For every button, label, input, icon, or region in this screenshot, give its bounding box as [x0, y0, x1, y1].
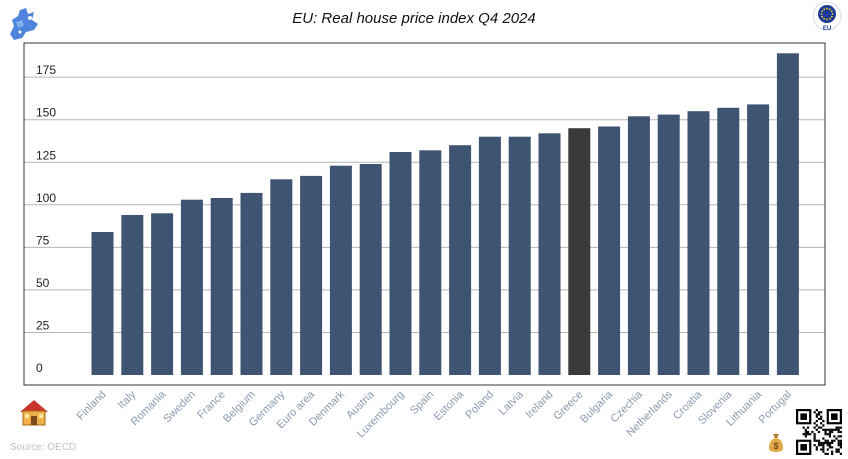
bar: [91, 232, 114, 375]
house-icon: [20, 400, 48, 426]
svg-text:$: $: [773, 441, 778, 451]
y-tick-label: 150: [36, 106, 56, 120]
bar: [151, 213, 174, 375]
eu-map-icon: [10, 8, 38, 40]
y-axis-ticks: 0 25 50 75 100 125 150 175: [36, 63, 56, 375]
x-tick-label: Estonia: [432, 388, 467, 423]
x-tick-label: Poland: [463, 389, 496, 422]
y-tick-label: 0: [36, 361, 43, 375]
y-tick-label: 75: [36, 233, 50, 247]
bar: [121, 215, 144, 375]
bar: [508, 136, 531, 375]
y-tick-label: 175: [36, 63, 56, 77]
source-note: Source: OECD: [10, 442, 77, 453]
bar: [329, 165, 352, 375]
bar: [449, 145, 472, 375]
x-tick-label: Bulgaria: [578, 388, 616, 426]
bar: [300, 175, 323, 375]
bar: [210, 198, 233, 375]
bar: [776, 53, 799, 376]
bar: [359, 164, 382, 375]
bar: [598, 126, 621, 375]
x-tick-label: Latvia: [497, 388, 527, 418]
bar: [687, 111, 710, 375]
bar: [389, 152, 412, 375]
bar: [717, 107, 740, 376]
bar: [568, 128, 591, 375]
bar: [240, 192, 263, 375]
bar: [747, 104, 770, 376]
eu-badge-label: EU: [823, 26, 831, 32]
chart-title: EU: Real house price index Q4 2024: [292, 10, 535, 27]
x-tick-label: Spain: [408, 389, 436, 417]
x-tick-label: Italy: [116, 388, 139, 411]
bar: [538, 133, 561, 375]
x-tick-label: Portugal: [757, 389, 794, 426]
y-tick-label: 125: [36, 148, 56, 162]
y-tick-label: 25: [36, 318, 50, 332]
bar: [270, 179, 293, 375]
qr-code-icon: [796, 409, 842, 455]
x-tick-label: Finland: [75, 389, 109, 423]
x-tick-label: Ireland: [523, 389, 555, 421]
bars: [91, 53, 799, 376]
y-tick-label: 50: [36, 276, 50, 290]
x-axis-ticks: Finland ItalyRomaniaSwedenFranceBelgiumGe…: [75, 388, 794, 440]
bar: [180, 199, 203, 375]
y-tick-label: 100: [36, 191, 56, 205]
money-bag-icon: $: [769, 434, 783, 452]
bar: [657, 114, 680, 375]
plot-frame: [23, 42, 826, 386]
eu-flag-icon: EU: [812, 1, 842, 32]
bar: [419, 150, 442, 375]
bar: [478, 136, 501, 375]
x-tick-label: Sweden: [161, 389, 198, 426]
bar: [627, 116, 650, 376]
